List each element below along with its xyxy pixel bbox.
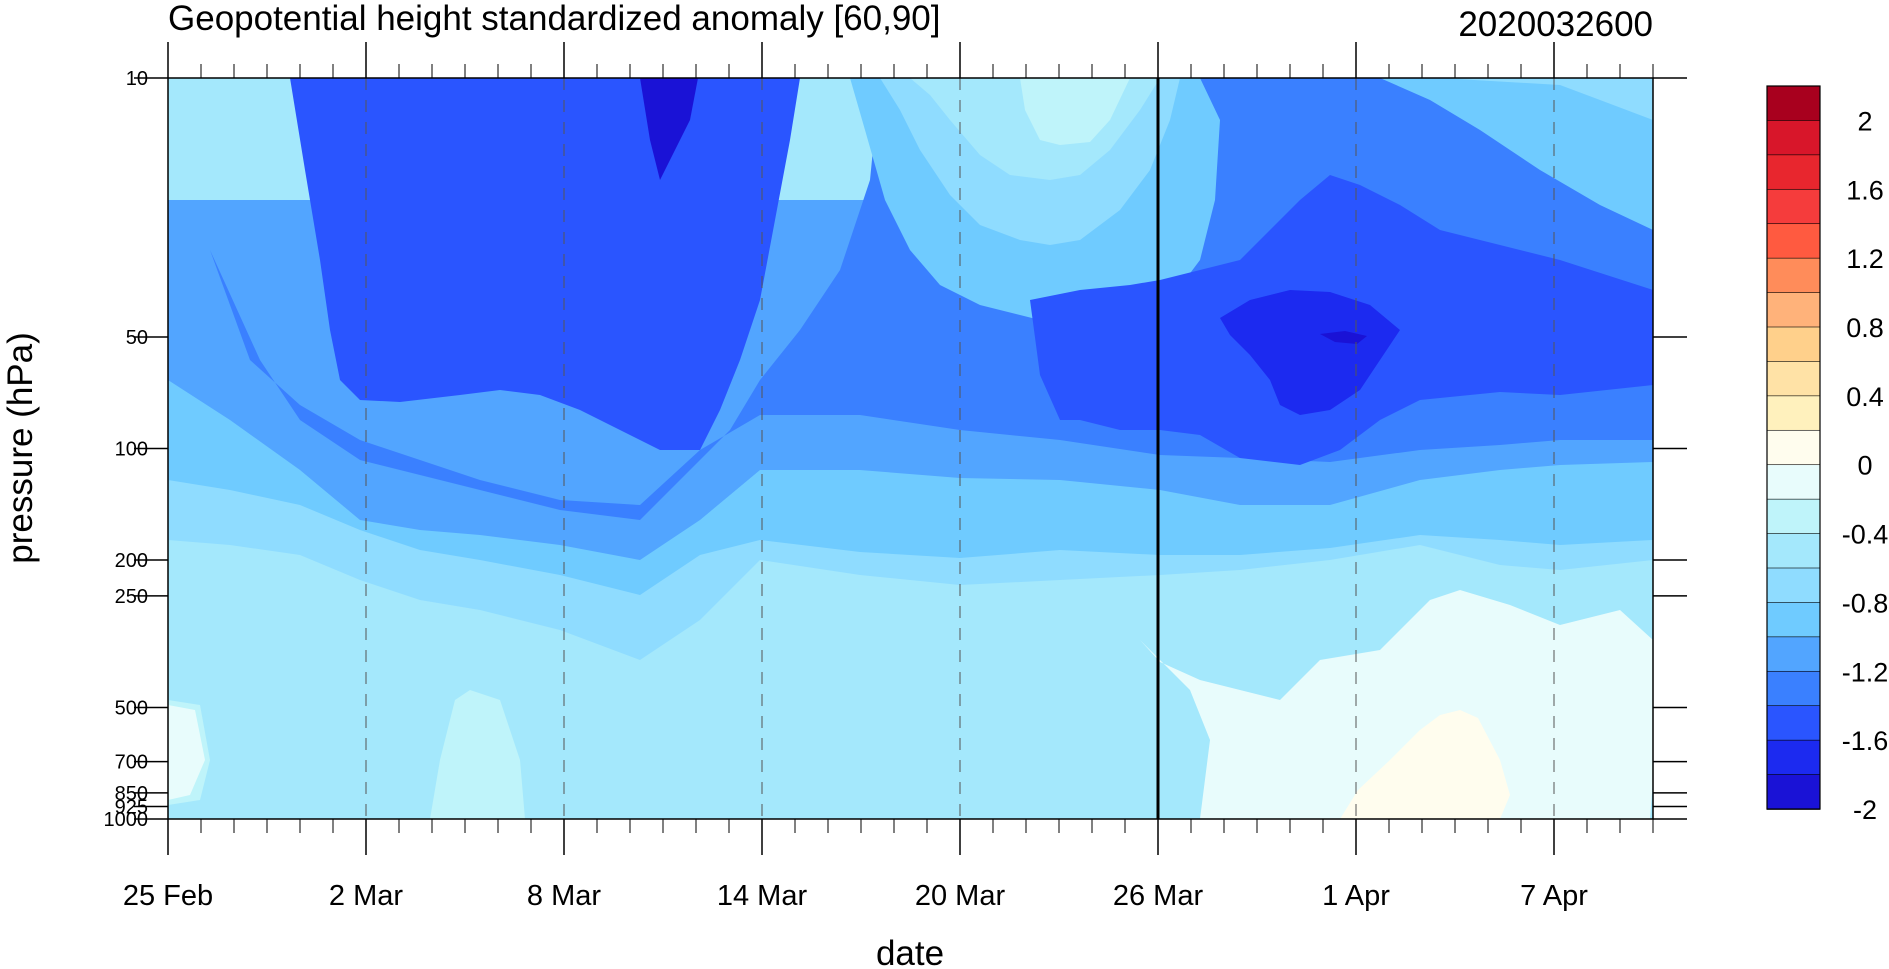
x-tick-label: 14 Mar: [717, 880, 808, 912]
colorbar-swatch: [1766, 567, 1821, 604]
colorbar-label: -1.2: [1842, 657, 1889, 687]
x-axis-label: date: [876, 934, 944, 969]
colorbar: 2 1.6 1.2 0.8 0.4 0 -0.4 -0.8 -1.2 -1.6 -2: [1766, 85, 1889, 825]
band-1-6-left: [290, 78, 800, 450]
band-zero-plus: [1340, 710, 1510, 819]
band-right-upper: [1380, 78, 1653, 230]
colorbar-frame: [1766, 85, 1821, 810]
colorbar-swatch: [1766, 188, 1821, 225]
x-tick-label: 20 Mar: [915, 880, 1006, 912]
y-tick-label: 100: [115, 439, 148, 461]
x-tick-label: 26 Mar: [1113, 880, 1204, 912]
colorbar-label: 0.8: [1846, 313, 1884, 343]
colorbar-label: 0.4: [1846, 382, 1884, 412]
y-tick-label: 10: [126, 68, 148, 90]
colorbar-label: 0: [1857, 451, 1872, 481]
contour-field: [168, 78, 1653, 819]
y-tick-label: 850: [115, 783, 148, 805]
colorbar-swatch: [1766, 498, 1821, 535]
y-tick-label: 700: [115, 752, 148, 774]
colorbar-swatch: [1766, 326, 1821, 363]
colorbar-swatch: [1766, 361, 1821, 397]
colorbar-swatch: [1766, 223, 1821, 259]
colorbar-swatch: [1766, 464, 1821, 500]
band-2-left: [640, 78, 698, 180]
y-tick-label: 500: [115, 697, 148, 719]
colorbar-swatch: [1766, 395, 1821, 432]
colorbar-label: -0.8: [1842, 588, 1889, 618]
band-near-zero: [1140, 590, 1653, 819]
colorbar-label: -0.4: [1842, 520, 1889, 550]
band-right-upper-2: [1440, 78, 1653, 120]
y-tick-label: 1000: [104, 809, 149, 831]
colorbar-swatch: [1766, 257, 1821, 294]
colorbar-swatch: [1766, 533, 1821, 569]
band-2-right: [1320, 331, 1367, 344]
x-tick-label: 25 Feb: [123, 880, 213, 912]
y-tick-label: 50: [126, 327, 148, 349]
y-tick-label: 250: [115, 586, 148, 608]
band-1-8-right: [1220, 290, 1400, 415]
colorbar-label: 2: [1857, 106, 1872, 136]
chart-date-label: 2020032600: [1458, 5, 1653, 44]
x-axis: 25 Feb 2 Mar 8 Mar 14 Mar 20 Mar 26 Mar 1 Apr 7…: [123, 42, 1654, 912]
colorbar-swatch: [1766, 705, 1821, 741]
y-tick-label: 200: [115, 550, 148, 572]
band-left-bottom-2: [168, 705, 205, 800]
colorbar-swatch: [1766, 602, 1821, 638]
colorbar-swatch: [1766, 429, 1821, 466]
x-tick-label: 7 Apr: [1520, 880, 1588, 912]
x-tick-label: 2 Mar: [329, 880, 403, 912]
band-center-bottom: [430, 690, 525, 819]
colorbar-swatch: [1766, 292, 1821, 328]
colorbar-swatch: [1766, 774, 1821, 810]
colorbar-swatch: [1766, 636, 1821, 673]
colorbar-swatch: [1766, 154, 1821, 191]
chart-title: Geopotential height standardized anomaly…: [168, 0, 940, 38]
colorbar-swatch: [1766, 120, 1821, 156]
colorbar-label: 1.2: [1846, 244, 1884, 274]
x-tick-label: 1 Apr: [1322, 880, 1390, 912]
colorbar-label: -1.6: [1842, 726, 1889, 756]
colorbar-swatch: [1766, 85, 1821, 122]
colorbar-swatch: [1766, 670, 1821, 707]
colorbar-swatch: [1766, 739, 1821, 776]
band-top-cap: [1020, 78, 1130, 145]
y-tick-label: 925: [115, 796, 148, 818]
colorbar-label: 1.6: [1846, 175, 1884, 205]
colorbar-label: -2: [1853, 795, 1877, 825]
y-axis-label: pressure (hPa): [1, 332, 40, 563]
x-tick-label: 8 Mar: [527, 880, 601, 912]
